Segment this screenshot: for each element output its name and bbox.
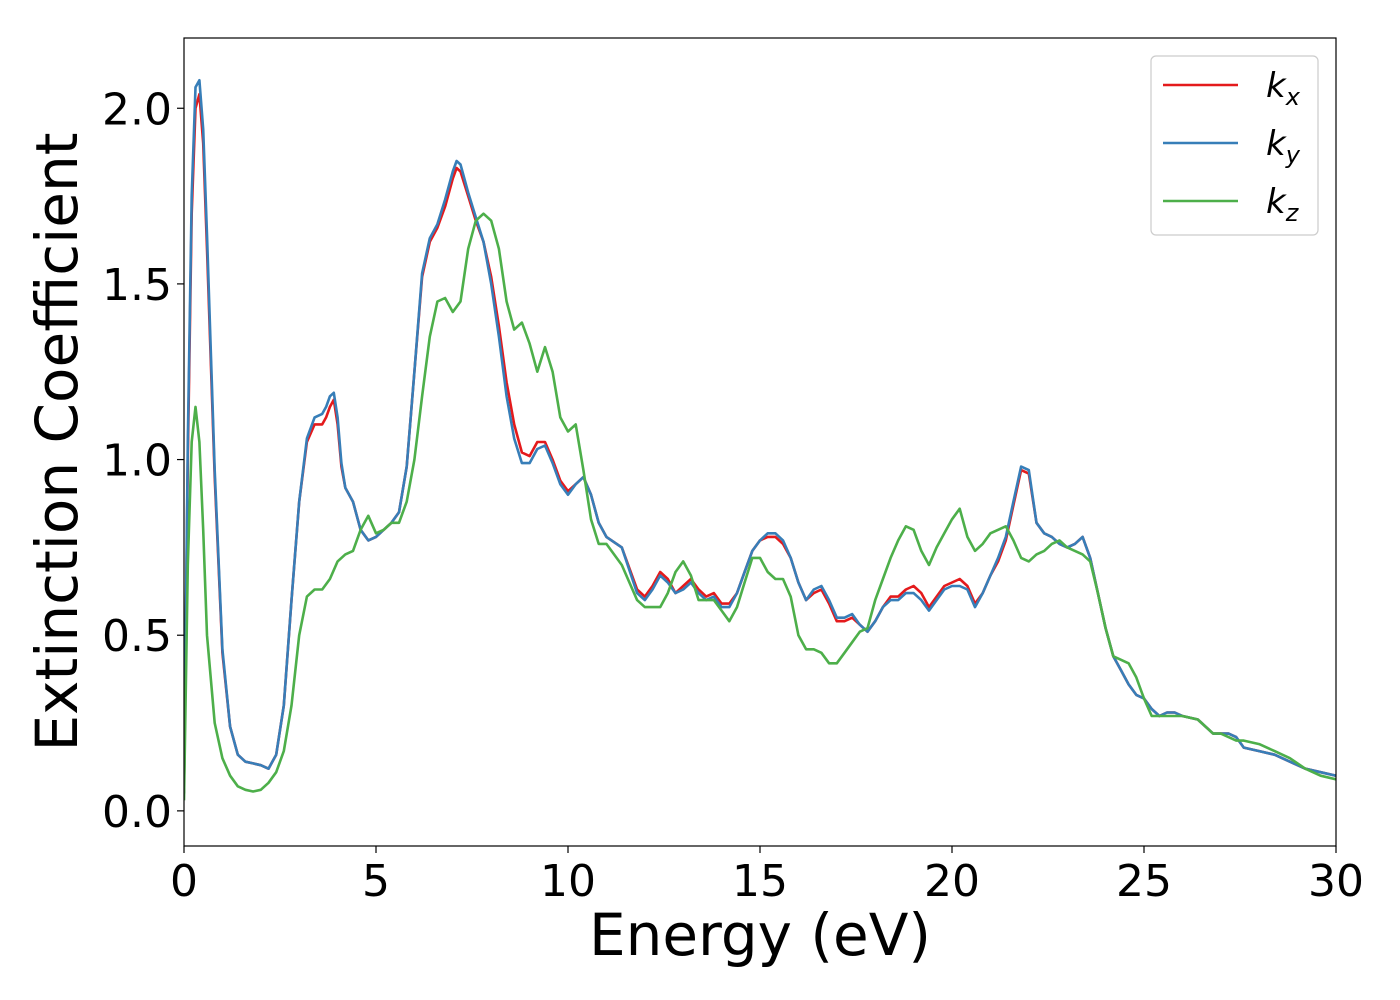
series-line-z bbox=[184, 212, 1336, 801]
y-tick-label: 0.0 bbox=[102, 787, 172, 838]
legend-box bbox=[1150, 55, 1319, 236]
y-tick-label: 2.0 bbox=[102, 84, 172, 135]
plot-area bbox=[184, 78, 1336, 801]
x-axis-title: Energy (eV) bbox=[589, 901, 931, 969]
x-tick-label: 15 bbox=[732, 856, 788, 907]
x-tick-label: 5 bbox=[362, 856, 390, 907]
legend-label-x: kx bbox=[1266, 66, 1301, 111]
x-tick-label: 30 bbox=[1308, 856, 1364, 907]
x-tick-label: 0 bbox=[170, 856, 198, 907]
legend-label-z: kz bbox=[1266, 182, 1300, 227]
series-line-y bbox=[184, 78, 1336, 794]
axis-ticks: 0 5 10 15 20 25 30 0.0 0.5 1.0 1.5 2.0 bbox=[102, 84, 1364, 907]
y-tick-label: 1.0 bbox=[102, 436, 172, 487]
y-tick-label: 0.5 bbox=[102, 611, 172, 662]
x-tick-label: 10 bbox=[540, 856, 596, 907]
x-tick-label: 20 bbox=[924, 856, 980, 907]
plot-frame bbox=[183, 37, 1337, 847]
legend: kx ky kz bbox=[1150, 55, 1319, 236]
legend-label-y: ky bbox=[1266, 124, 1301, 169]
y-tick-label: 1.5 bbox=[102, 260, 172, 311]
x-tick-label: 25 bbox=[1116, 856, 1172, 907]
y-axis-title: Extinction Coefficient bbox=[23, 133, 91, 752]
